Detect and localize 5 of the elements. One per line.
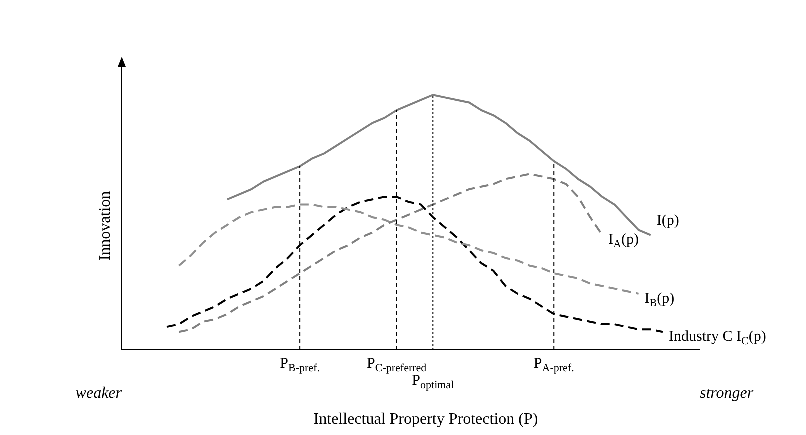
y-axis-title: Innovation — [97, 191, 114, 261]
text: weaker — [76, 385, 123, 402]
text: stronger — [700, 385, 754, 402]
x-axis-title: Intellectual Property Protection (P) — [314, 411, 538, 428]
series-label: I(p) — [656, 213, 680, 230]
